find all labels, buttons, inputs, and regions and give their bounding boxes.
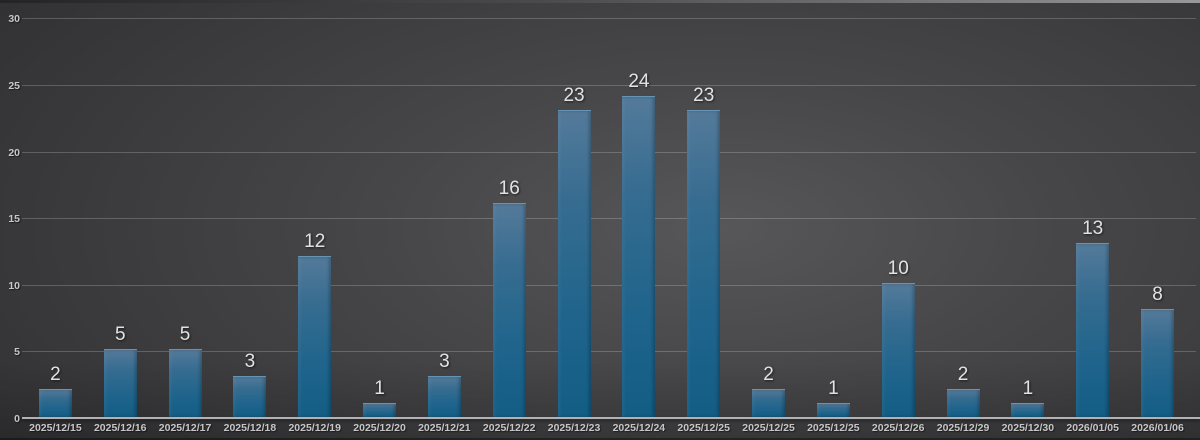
bar-value-label: 2 (957, 364, 969, 386)
bar-value-label: 24 (628, 71, 650, 93)
bar (298, 256, 332, 417)
gridline (22, 218, 1196, 220)
bar (427, 376, 461, 417)
gridline (22, 85, 1196, 86)
bar-value-label: 1 (1022, 377, 1034, 399)
bar (1011, 402, 1045, 417)
x-axis-tick-label: 2025/12/19 (288, 422, 341, 434)
x-axis-tick-label: 2025/12/16 (93, 422, 147, 434)
x-axis-tick-label: 2026/01/05 (1066, 422, 1119, 434)
y-axis-tick-label: 25 (8, 80, 20, 92)
bar (363, 402, 397, 417)
bar (1076, 242, 1110, 417)
x-axis-tick-label: 2025/12/21 (418, 422, 471, 434)
bar-value-label: 3 (439, 351, 450, 373)
x-axis-tick-label: 2025/12/15 (29, 422, 82, 434)
y-axis-tick-label: 20 (8, 146, 20, 159)
bar-value-label: 2 (763, 364, 774, 386)
bar-value-label: 5 (179, 324, 191, 346)
bar (752, 389, 786, 417)
window-top-edge (0, 0, 1200, 3)
bar-value-label: 23 (563, 84, 585, 106)
bar (881, 282, 915, 417)
bar-value-label: 12 (304, 231, 326, 253)
x-axis-tick-label: 2025/12/22 (482, 422, 536, 434)
bar (38, 389, 72, 417)
bar-value-label: 1 (828, 377, 839, 399)
bar (103, 349, 137, 417)
gridline (22, 18, 1196, 20)
bar (946, 389, 980, 417)
bar (168, 349, 202, 417)
x-axis-tick-label: 2025/12/17 (158, 422, 212, 434)
x-axis-tick-label: 2025/12/25 (742, 422, 795, 434)
gridline (22, 151, 1196, 153)
y-axis-tick-label: 5 (14, 346, 20, 359)
bar (816, 402, 850, 417)
bar-value-label: 13 (1082, 217, 1104, 239)
x-axis-tick-label: 2025/12/20 (353, 422, 406, 434)
bar-value-label: 3 (244, 351, 256, 373)
bar-value-label: 2 (50, 364, 61, 386)
bar (687, 109, 721, 417)
bar (1141, 309, 1175, 417)
y-axis-tick-label: 30 (8, 13, 20, 26)
y-axis-tick-label: 15 (8, 213, 20, 226)
bar-value-label: 16 (498, 177, 520, 199)
y-axis-tick-label: 0 (14, 413, 20, 425)
bar-value-label: 10 (887, 257, 909, 279)
gridline (22, 284, 1196, 286)
window-bottom-edge (0, 438, 1200, 440)
bar (233, 376, 267, 417)
x-axis-tick-label: 2025/12/24 (612, 422, 666, 434)
x-axis-tick-label: 2025/12/26 (871, 422, 925, 434)
bar-value-label: 8 (1152, 284, 1163, 306)
bar-value-label: 23 (693, 84, 715, 106)
bar-value-label: 1 (374, 377, 385, 399)
x-axis-tick-label: 2026/01/06 (1131, 422, 1184, 434)
x-axis-tick-label: 2025/12/18 (223, 422, 277, 434)
x-axis-line (22, 417, 1200, 419)
x-axis-tick-label: 2025/12/23 (547, 422, 601, 434)
x-axis-tick-label: 2025/12/25 (677, 422, 730, 434)
gridline (22, 351, 1196, 353)
x-axis-tick-label: 2025/12/29 (936, 422, 990, 434)
bar-value-label: 5 (114, 324, 126, 346)
y-axis-tick-label: 10 (8, 279, 20, 292)
x-axis-tick-label: 2025/12/30 (1001, 422, 1055, 434)
bar (492, 202, 526, 417)
bar (622, 96, 656, 417)
x-axis-tick-label: 2025/12/25 (807, 422, 860, 434)
bar (557, 109, 591, 417)
